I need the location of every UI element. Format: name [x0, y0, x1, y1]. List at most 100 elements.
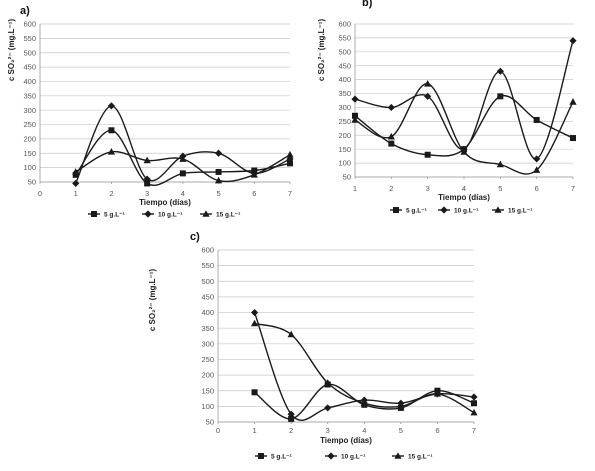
legend-marker — [393, 207, 399, 213]
data-point — [424, 80, 432, 87]
x-tick-label: 2 — [389, 184, 393, 193]
data-point — [107, 102, 116, 110]
y-tick-label: 200 — [23, 135, 36, 144]
y-tick-label: 300 — [338, 103, 351, 112]
data-point — [470, 393, 478, 401]
data-point — [215, 168, 222, 175]
y-tick-label: 450 — [338, 61, 351, 70]
x-tick-label: 7 — [288, 189, 292, 198]
data-point — [351, 95, 359, 103]
data-point — [72, 168, 80, 175]
x-axis-title: Tiempo (días) — [139, 198, 191, 207]
legend-marker — [258, 453, 264, 459]
legend-marker — [91, 211, 97, 217]
y-tick-label: 150 — [201, 386, 214, 395]
y-tick-label: 100 — [23, 163, 36, 172]
x-tick-label: 3 — [145, 189, 149, 198]
series-line — [354, 83, 574, 175]
data-point — [72, 179, 80, 188]
data-point — [250, 308, 259, 317]
y-tick-label: 600 — [201, 246, 214, 255]
y-tick-label: 50 — [206, 418, 214, 427]
data-point — [108, 127, 115, 134]
chart-panel-2: 50 100 150 200 250 300 350 400 450 500 550 600 1 2 3 4 5… — [317, 0, 577, 215]
data-point — [533, 166, 541, 173]
data-point — [460, 148, 468, 155]
y-tick-label: 600 — [338, 20, 351, 29]
y-axis-title: c SO₂²⁻ (mg.L⁻¹) — [7, 19, 16, 82]
legend-label: 10 g.L⁻¹ — [454, 208, 478, 215]
legend-marker — [440, 206, 448, 214]
series-triangle — [250, 319, 478, 416]
legend: 5 g.L⁻¹ 10 g.L⁻¹ 15 g.L⁻¹ — [255, 452, 432, 461]
y-tick-label: 550 — [23, 34, 36, 43]
x-tick-label: 7 — [571, 184, 575, 193]
data-point — [569, 37, 577, 45]
y-tick-label: 50 — [343, 173, 351, 182]
data-point — [324, 379, 332, 386]
data-point — [424, 92, 432, 100]
data-point — [397, 402, 405, 410]
x-tick-label: 1 — [74, 189, 78, 198]
y-tick-label: 100 — [338, 159, 351, 168]
data-point — [72, 171, 79, 178]
data-point — [287, 160, 293, 167]
data-point — [570, 135, 576, 142]
y-tick-label: 500 — [338, 47, 351, 56]
y-tick-label: 400 — [201, 308, 214, 317]
data-point — [352, 112, 358, 119]
data-point — [496, 160, 504, 168]
x-axis-title: Tiempo (días) — [438, 193, 490, 202]
data-point — [179, 155, 187, 162]
y-tick-label: 200 — [338, 131, 351, 140]
legend-marker — [144, 210, 152, 218]
x-tick-label: 0 — [38, 189, 42, 198]
series-triangle — [351, 80, 577, 175]
x-tick-label: 4 — [181, 189, 185, 198]
data-point — [351, 116, 359, 123]
data-point — [533, 116, 540, 123]
legend-label: 5 g.L⁻¹ — [271, 454, 292, 461]
panel-label: c) — [190, 231, 200, 243]
legend-label: 10 g.L⁻¹ — [341, 454, 365, 461]
x-tick-label: 6 — [535, 184, 539, 193]
x-tick-label: 2 — [109, 189, 113, 198]
data-point — [497, 93, 504, 100]
y-tick-label: 300 — [201, 339, 214, 348]
y-tick-label: 250 — [23, 120, 36, 129]
legend-marker — [202, 210, 210, 217]
data-point — [214, 149, 223, 157]
y-tick-label: 550 — [201, 261, 214, 270]
x-tick-label: 4 — [462, 184, 466, 193]
x-tick-label: 4 — [362, 426, 366, 435]
data-point — [470, 408, 478, 416]
data-point — [144, 180, 151, 187]
data-point — [143, 175, 151, 183]
y-tick-label: 450 — [23, 63, 36, 72]
y-tick-label: 50 — [28, 178, 36, 187]
x-tick-label: 6 — [252, 189, 256, 198]
data-point — [387, 103, 395, 112]
data-point — [287, 330, 295, 338]
data-point — [360, 399, 368, 407]
chart-panel-1: 50 100 150 200 250 300 350 400 450 500 550 600 0 1 2 3 4… — [7, 5, 294, 219]
data-point — [569, 98, 577, 105]
y-tick-label: 150 — [23, 149, 36, 158]
series-line — [354, 40, 574, 160]
x-tick-label: 5 — [216, 189, 220, 198]
legend-label: 15 g.L⁻¹ — [508, 208, 532, 215]
x-tick-label: 3 — [426, 184, 430, 193]
legend-label: 15 g.L⁻¹ — [216, 212, 240, 219]
x-tick-label: 5 — [498, 184, 502, 193]
x-tick-label: 3 — [326, 426, 330, 435]
y-tick-label: 250 — [338, 117, 351, 126]
panel-label: b) — [362, 0, 373, 9]
legend-marker — [327, 452, 335, 460]
x-tick-label: 7 — [472, 426, 476, 435]
legend-label: 10 g.L⁻¹ — [158, 212, 182, 219]
series-triangle — [72, 148, 294, 184]
y-tick-label: 550 — [338, 34, 351, 43]
data-point — [433, 390, 442, 397]
y-tick-label: 500 — [23, 48, 36, 57]
data-point — [143, 156, 151, 164]
